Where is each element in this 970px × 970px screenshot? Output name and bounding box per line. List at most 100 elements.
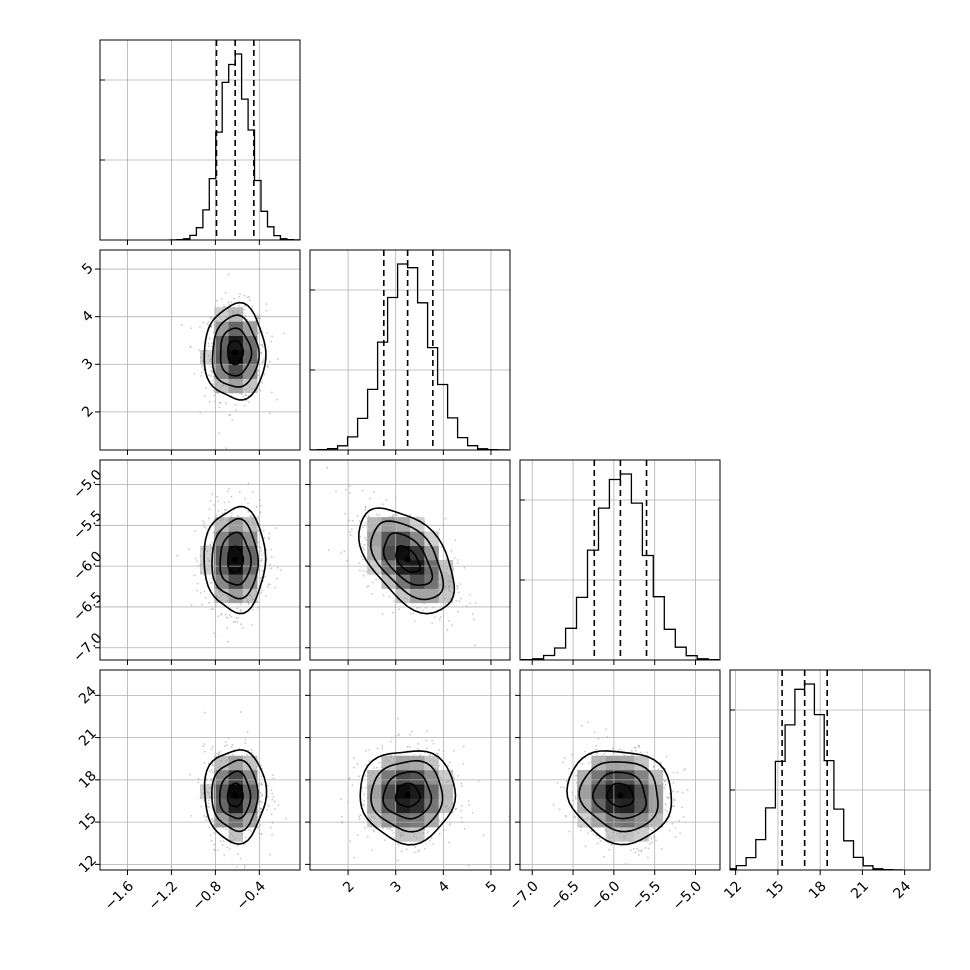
scatter-point (226, 744, 228, 747)
scatter-point (207, 783, 209, 786)
density-bin (395, 545, 411, 561)
scatter-point (200, 547, 203, 550)
scatter-point (368, 784, 371, 787)
scatter-point (359, 814, 362, 817)
scatter-point (678, 819, 681, 822)
scatter-point (255, 815, 258, 818)
scatter-point (458, 600, 461, 603)
scatter-point (251, 515, 254, 518)
scatter-point (261, 361, 263, 364)
scatter-point (248, 386, 251, 389)
scatter-point (416, 850, 419, 853)
contour-level-2 (357, 507, 456, 615)
scatter-point (456, 559, 459, 561)
scatter-point (203, 815, 206, 817)
scatter-point (349, 534, 352, 536)
x-tick-label: −7.0 (507, 878, 542, 913)
scatter-point (358, 569, 361, 572)
scatter-point (349, 531, 351, 533)
scatter-point (469, 593, 472, 596)
density-bin (634, 755, 649, 771)
scatter-point (372, 771, 374, 774)
scatter-point (451, 802, 453, 805)
scatter-points-3-0 (189, 711, 287, 869)
scatter-point (366, 835, 369, 838)
scatter-point (655, 814, 658, 817)
scatter-point (368, 544, 371, 547)
x-tick-label: −1.2 (146, 878, 181, 913)
scatter-point (270, 813, 273, 816)
contour-level-2 (359, 750, 457, 846)
scatter-point (593, 731, 596, 734)
scatter-point (373, 490, 376, 493)
scatter-point (370, 592, 373, 595)
scatter-point (212, 389, 215, 392)
scatter-point (272, 777, 275, 780)
scatter-point (681, 806, 684, 809)
scatter-point (197, 781, 200, 784)
scatter-point (208, 601, 211, 604)
scatter-point (616, 832, 619, 835)
scatter-point (270, 567, 273, 570)
scatter-point (276, 577, 278, 580)
scatter-point (450, 549, 453, 552)
scatter-point (217, 509, 220, 512)
scatter-point (373, 767, 375, 769)
density-bin (242, 755, 258, 771)
scatter-point (225, 447, 228, 450)
contour-level-1 (382, 770, 433, 820)
scatter-point (460, 809, 463, 812)
scatter-point (392, 611, 394, 614)
scatter-point (430, 593, 433, 596)
scatter-point (575, 775, 577, 777)
scatter-point (575, 797, 577, 800)
scatter-point (412, 598, 415, 601)
scatter-point (623, 754, 626, 757)
scatter-point (637, 849, 640, 852)
scatter-point (422, 601, 424, 604)
scatter-point (210, 768, 213, 771)
density-bin (605, 755, 621, 771)
density-bin (228, 364, 244, 379)
scatter-point (202, 321, 205, 324)
scatter-point (267, 585, 270, 588)
x-tick-label: −0.4 (234, 878, 269, 913)
scatter-point (265, 303, 268, 305)
scatter-point (211, 745, 214, 748)
scatter-point (623, 837, 626, 840)
scatter-point (573, 815, 576, 818)
density-bin (242, 350, 258, 365)
scatter-point (640, 751, 642, 754)
scatter-point (248, 321, 251, 324)
scatter-point (386, 827, 389, 830)
scatter-point (679, 832, 682, 835)
scatter-point (212, 819, 214, 822)
scatter-point (449, 590, 452, 593)
scatter-point (417, 756, 420, 759)
scatter-point (259, 344, 262, 346)
scatter-point (262, 359, 265, 362)
scatter-point (228, 414, 231, 416)
grid-1-1 (347, 250, 492, 450)
contour-level-1 (218, 770, 252, 820)
scatter-point (382, 594, 385, 597)
scatter-point (440, 578, 443, 581)
scatter-point (217, 381, 219, 384)
scatter-point (433, 616, 436, 619)
density-bin (410, 574, 425, 589)
scatter-point (229, 848, 231, 850)
scatter-point (417, 748, 420, 750)
scatter-point (267, 805, 270, 807)
scatter-point (230, 598, 233, 601)
scatter-point (219, 590, 222, 593)
scatter-point (206, 323, 209, 326)
scatter-point (260, 783, 263, 786)
scatter-point (367, 535, 370, 538)
scatter-point (251, 520, 254, 523)
scatter-point (392, 514, 395, 517)
scatter-point (232, 386, 235, 389)
scatter-point (203, 762, 206, 764)
scatter-point (232, 754, 234, 756)
scatter-point (358, 520, 361, 523)
scatter-point (250, 751, 253, 754)
